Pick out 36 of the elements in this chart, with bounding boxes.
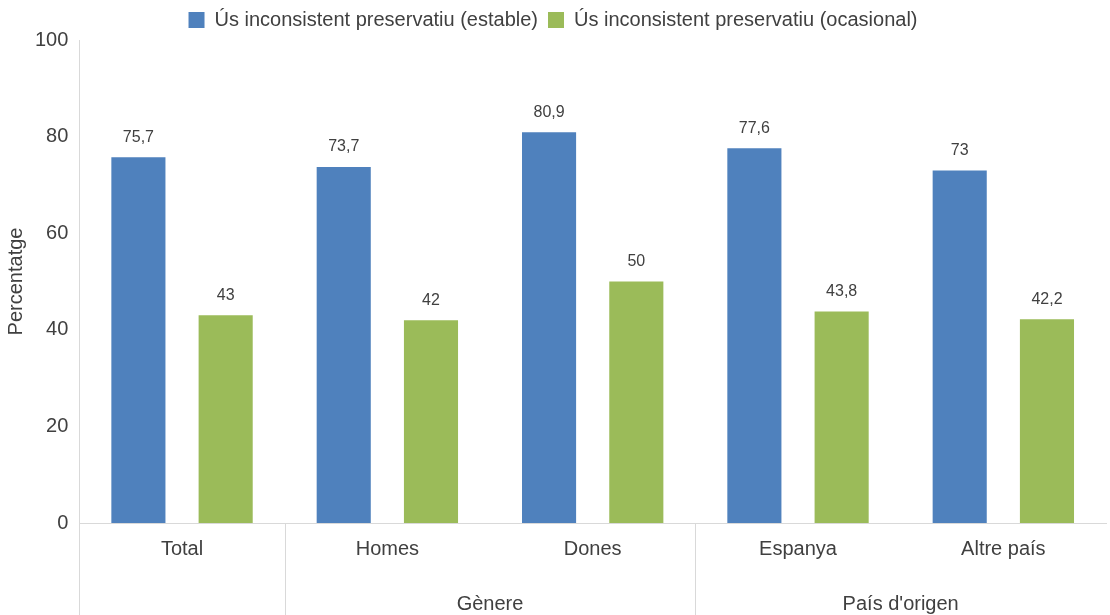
y-tick-label: 80 [46,124,69,147]
data-label: 43 [216,285,235,303]
text: Gènere [456,591,524,614]
data-label: 77,6 [738,118,771,136]
legend-label: Ús inconsistent preservatiu (ocasional) [574,7,918,30]
y-tick-label: 60 [46,220,69,243]
text: País d'origen [842,591,959,614]
bar [932,170,987,523]
x-tick-label: Altre país [961,536,1046,559]
x-tick-label: Total [160,536,204,559]
bar [814,311,869,523]
bar [316,167,371,523]
data-label: 80,9 [533,102,565,120]
y-tick-label: 0 [57,510,69,533]
data-label: 42 [422,290,440,308]
data-label: 50 [627,251,646,269]
y-axis-title: Percentatge [3,227,26,336]
bar [522,132,577,523]
data-label: 75,7 [122,127,155,145]
data-label: 42,2 [1031,289,1063,307]
data-label: 43,8 [826,281,858,299]
bar [111,157,166,523]
y-tick-label: 40 [46,317,69,340]
x-tick-label: Espanya [759,536,838,559]
bar [727,148,782,523]
bar [609,281,664,523]
data-label: 73 [950,140,969,158]
bar [198,315,253,523]
bar [403,320,459,523]
bar [1019,319,1075,523]
x-tick-label: Homes [355,536,420,559]
data-label: 73,7 [328,137,360,155]
legend-label: Ús inconsistent preservatiu (estable) [214,7,538,30]
x-tick-label: Dones [563,536,622,559]
y-tick-label: 100 [34,27,69,50]
y-tick-label: 20 [46,413,69,436]
